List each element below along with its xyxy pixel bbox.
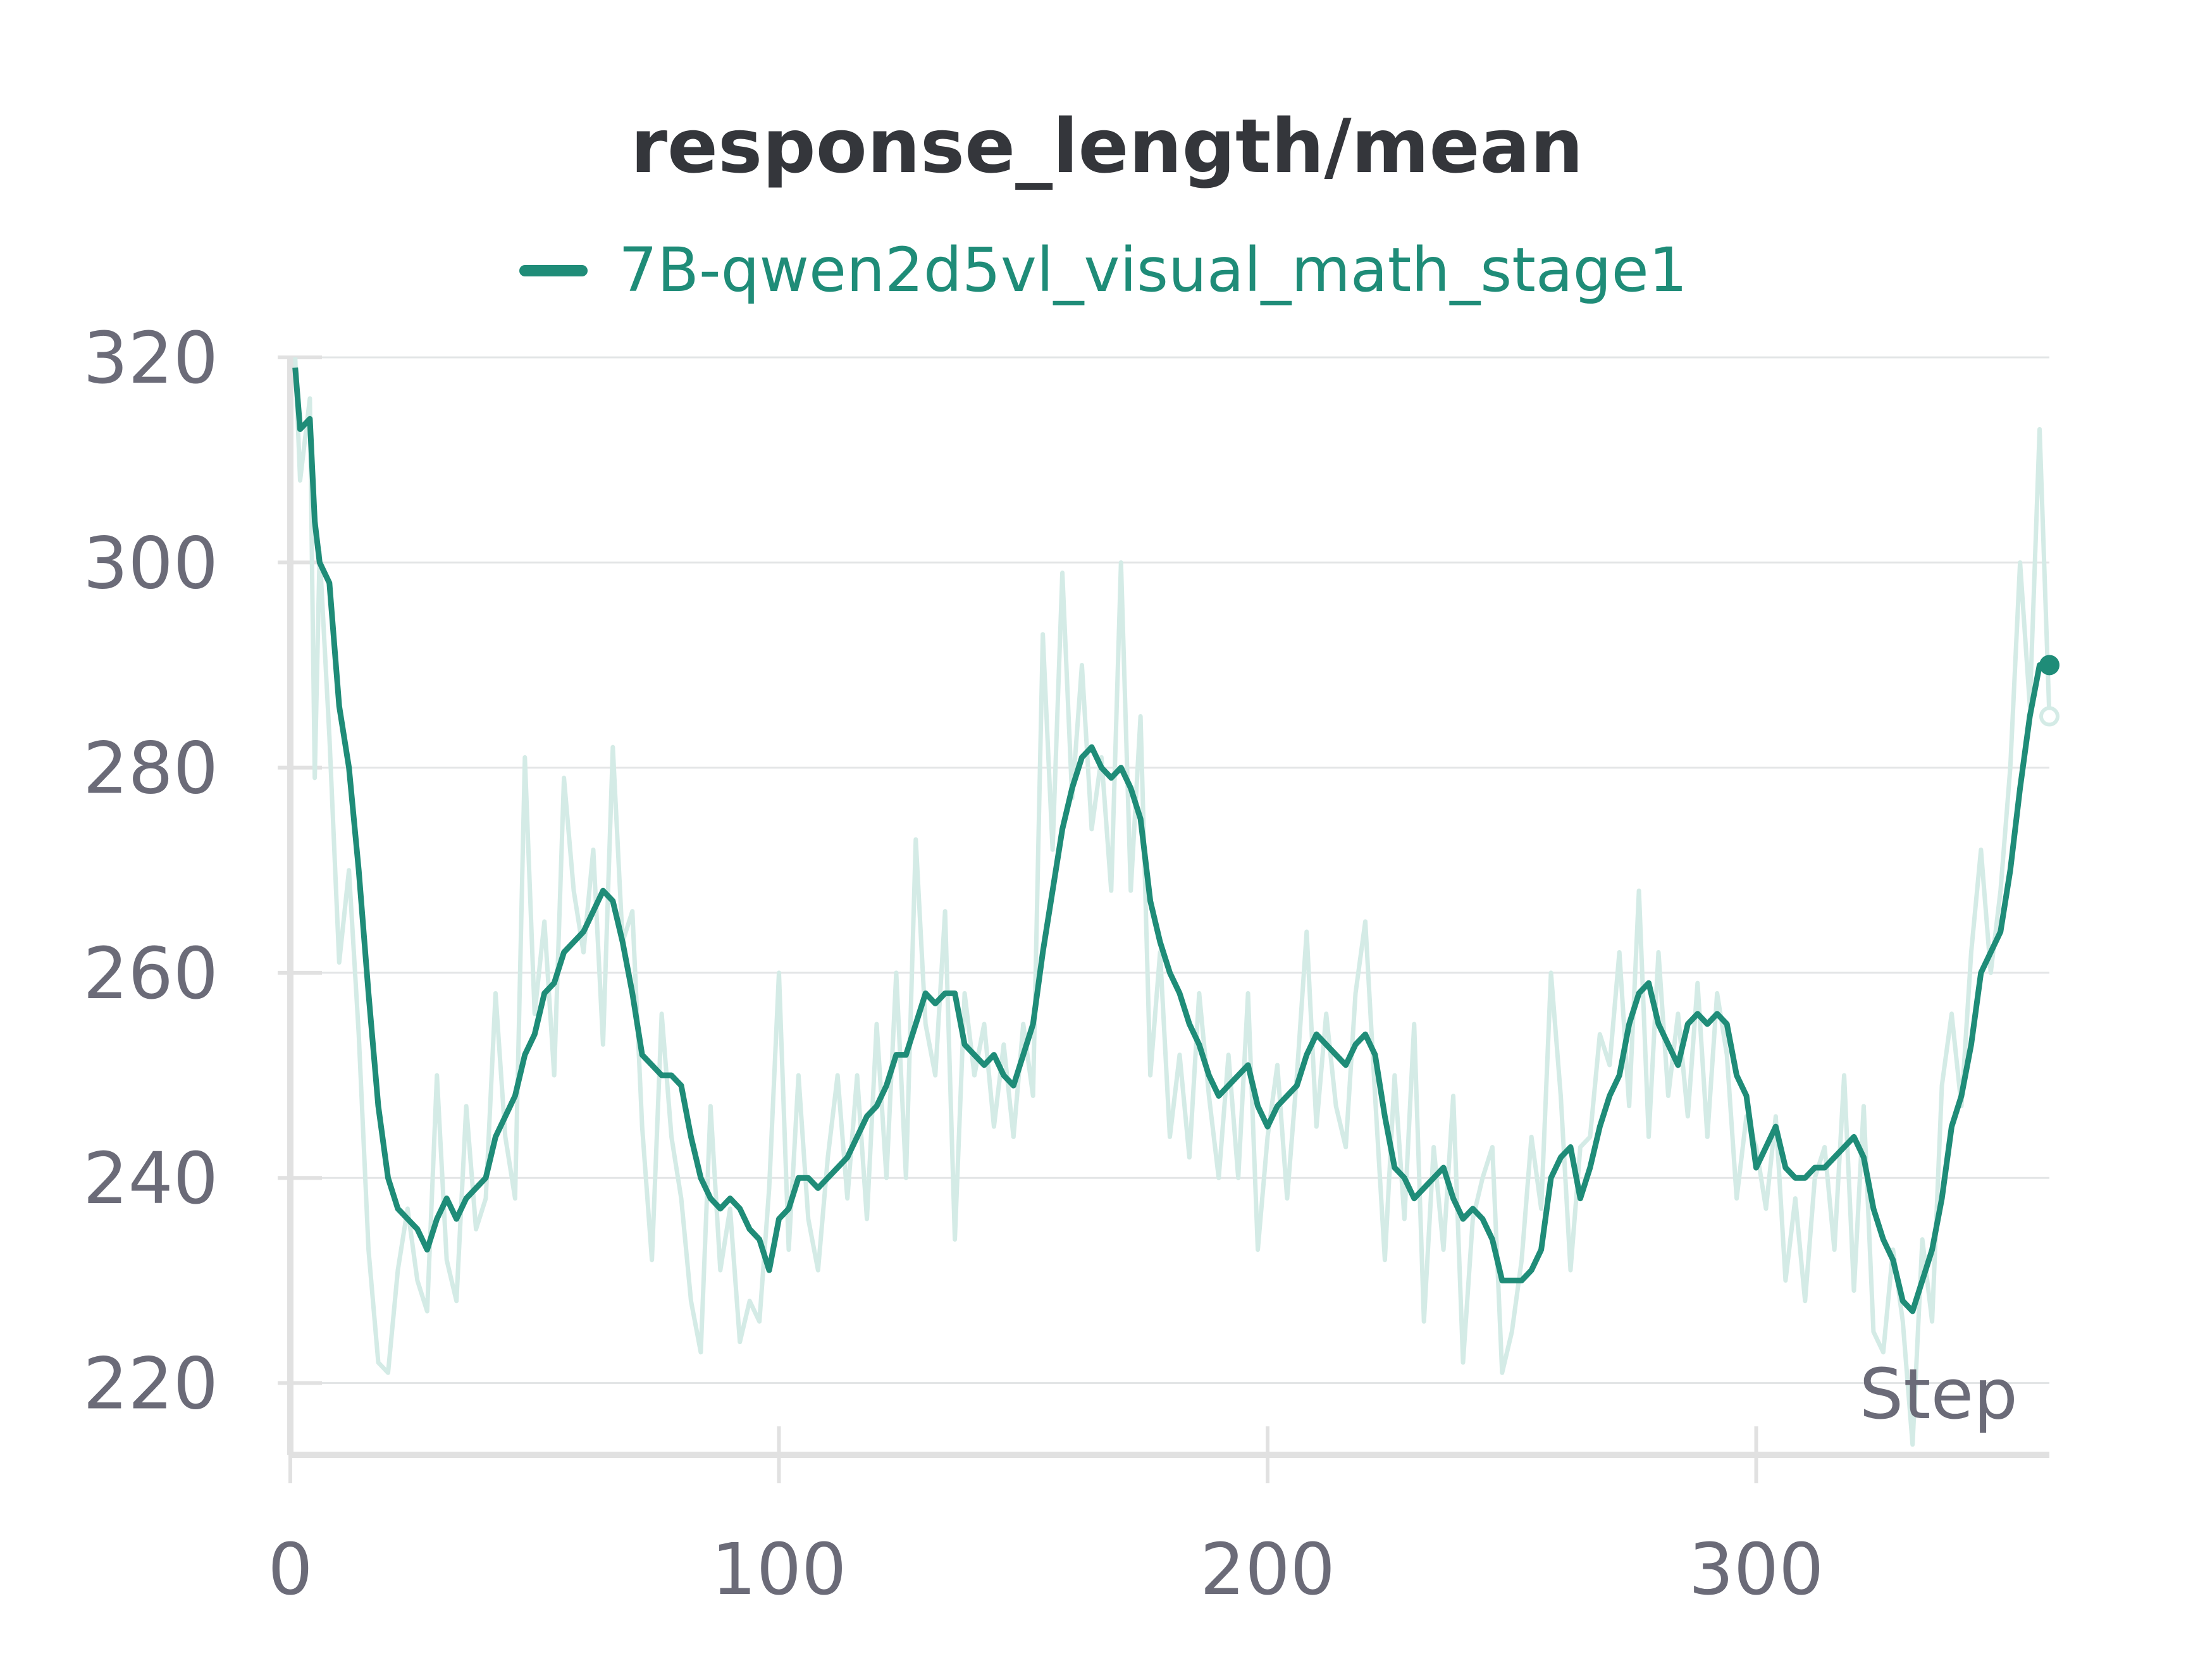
x-axis-ticks: 0 100 200 300 xyxy=(268,1426,1824,1611)
y-tick-label: 260 xyxy=(83,933,218,1015)
y-tick-label: 280 xyxy=(83,728,218,810)
y-tick-label: 240 xyxy=(83,1138,218,1220)
series-smoothed-line xyxy=(292,367,2049,1314)
legend-label: 7B-qwen2d5vl_visual_math_stage1 xyxy=(619,235,1688,306)
grid xyxy=(290,356,2049,1384)
series-end-point xyxy=(2039,655,2059,676)
x-axis-label: Step xyxy=(1860,1354,2018,1435)
x-tick-label: 300 xyxy=(1689,1529,1824,1611)
y-tick-label: 220 xyxy=(83,1343,218,1425)
x-tick-label: 100 xyxy=(712,1529,847,1611)
chart-title: response_length/mean xyxy=(631,102,1583,190)
x-tick-label: 200 xyxy=(1200,1529,1335,1611)
series-layer xyxy=(292,357,2059,1447)
y-tick-label: 320 xyxy=(83,318,218,400)
series-raw-end-point xyxy=(2039,706,2059,727)
y-axis-ticks: 220 240 260 280 300 320 xyxy=(83,318,322,1425)
series-raw-line xyxy=(293,357,2052,1447)
x-tick-label: 0 xyxy=(268,1529,312,1611)
legend: 7B-qwen2d5vl_visual_math_stage1 xyxy=(519,235,1688,306)
y-tick-label: 300 xyxy=(83,522,218,605)
